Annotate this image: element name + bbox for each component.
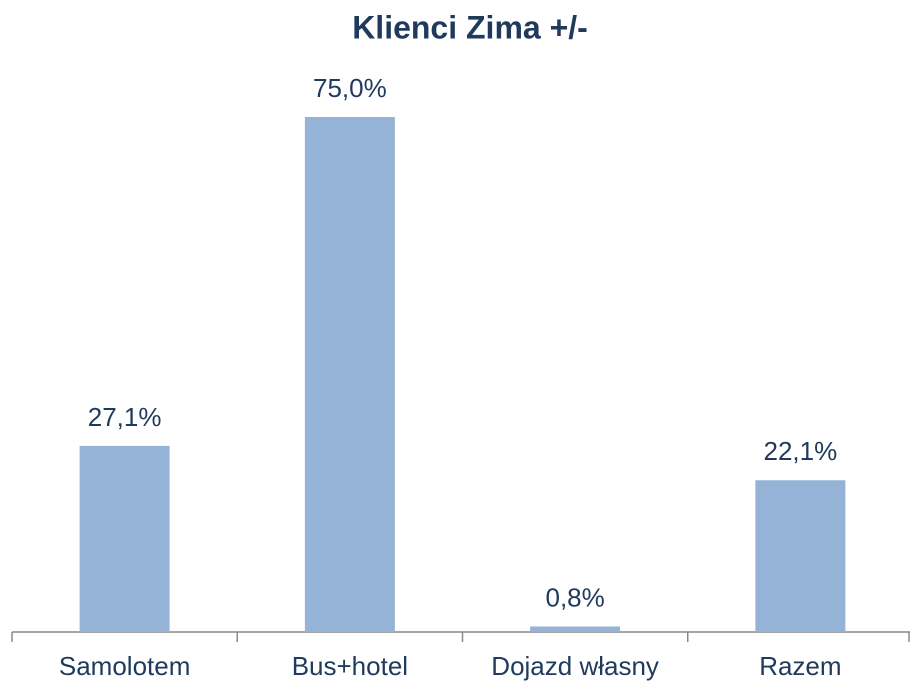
data-label: 75,0% (313, 73, 387, 103)
x-tick-label: Samolotem (59, 651, 191, 681)
x-tick-label: Bus+hotel (292, 651, 408, 681)
data-label: 0,8% (545, 582, 604, 612)
bar (79, 445, 170, 632)
bar (755, 480, 846, 632)
data-label: 27,1% (88, 402, 162, 432)
bar (304, 117, 395, 632)
data-label: 22,1% (764, 436, 838, 466)
chart-title: Klienci Zima +/- (352, 9, 588, 45)
x-tick-label: Dojazd własny (491, 651, 659, 681)
bar (530, 626, 621, 632)
x-tick-label: Razem (759, 651, 841, 681)
